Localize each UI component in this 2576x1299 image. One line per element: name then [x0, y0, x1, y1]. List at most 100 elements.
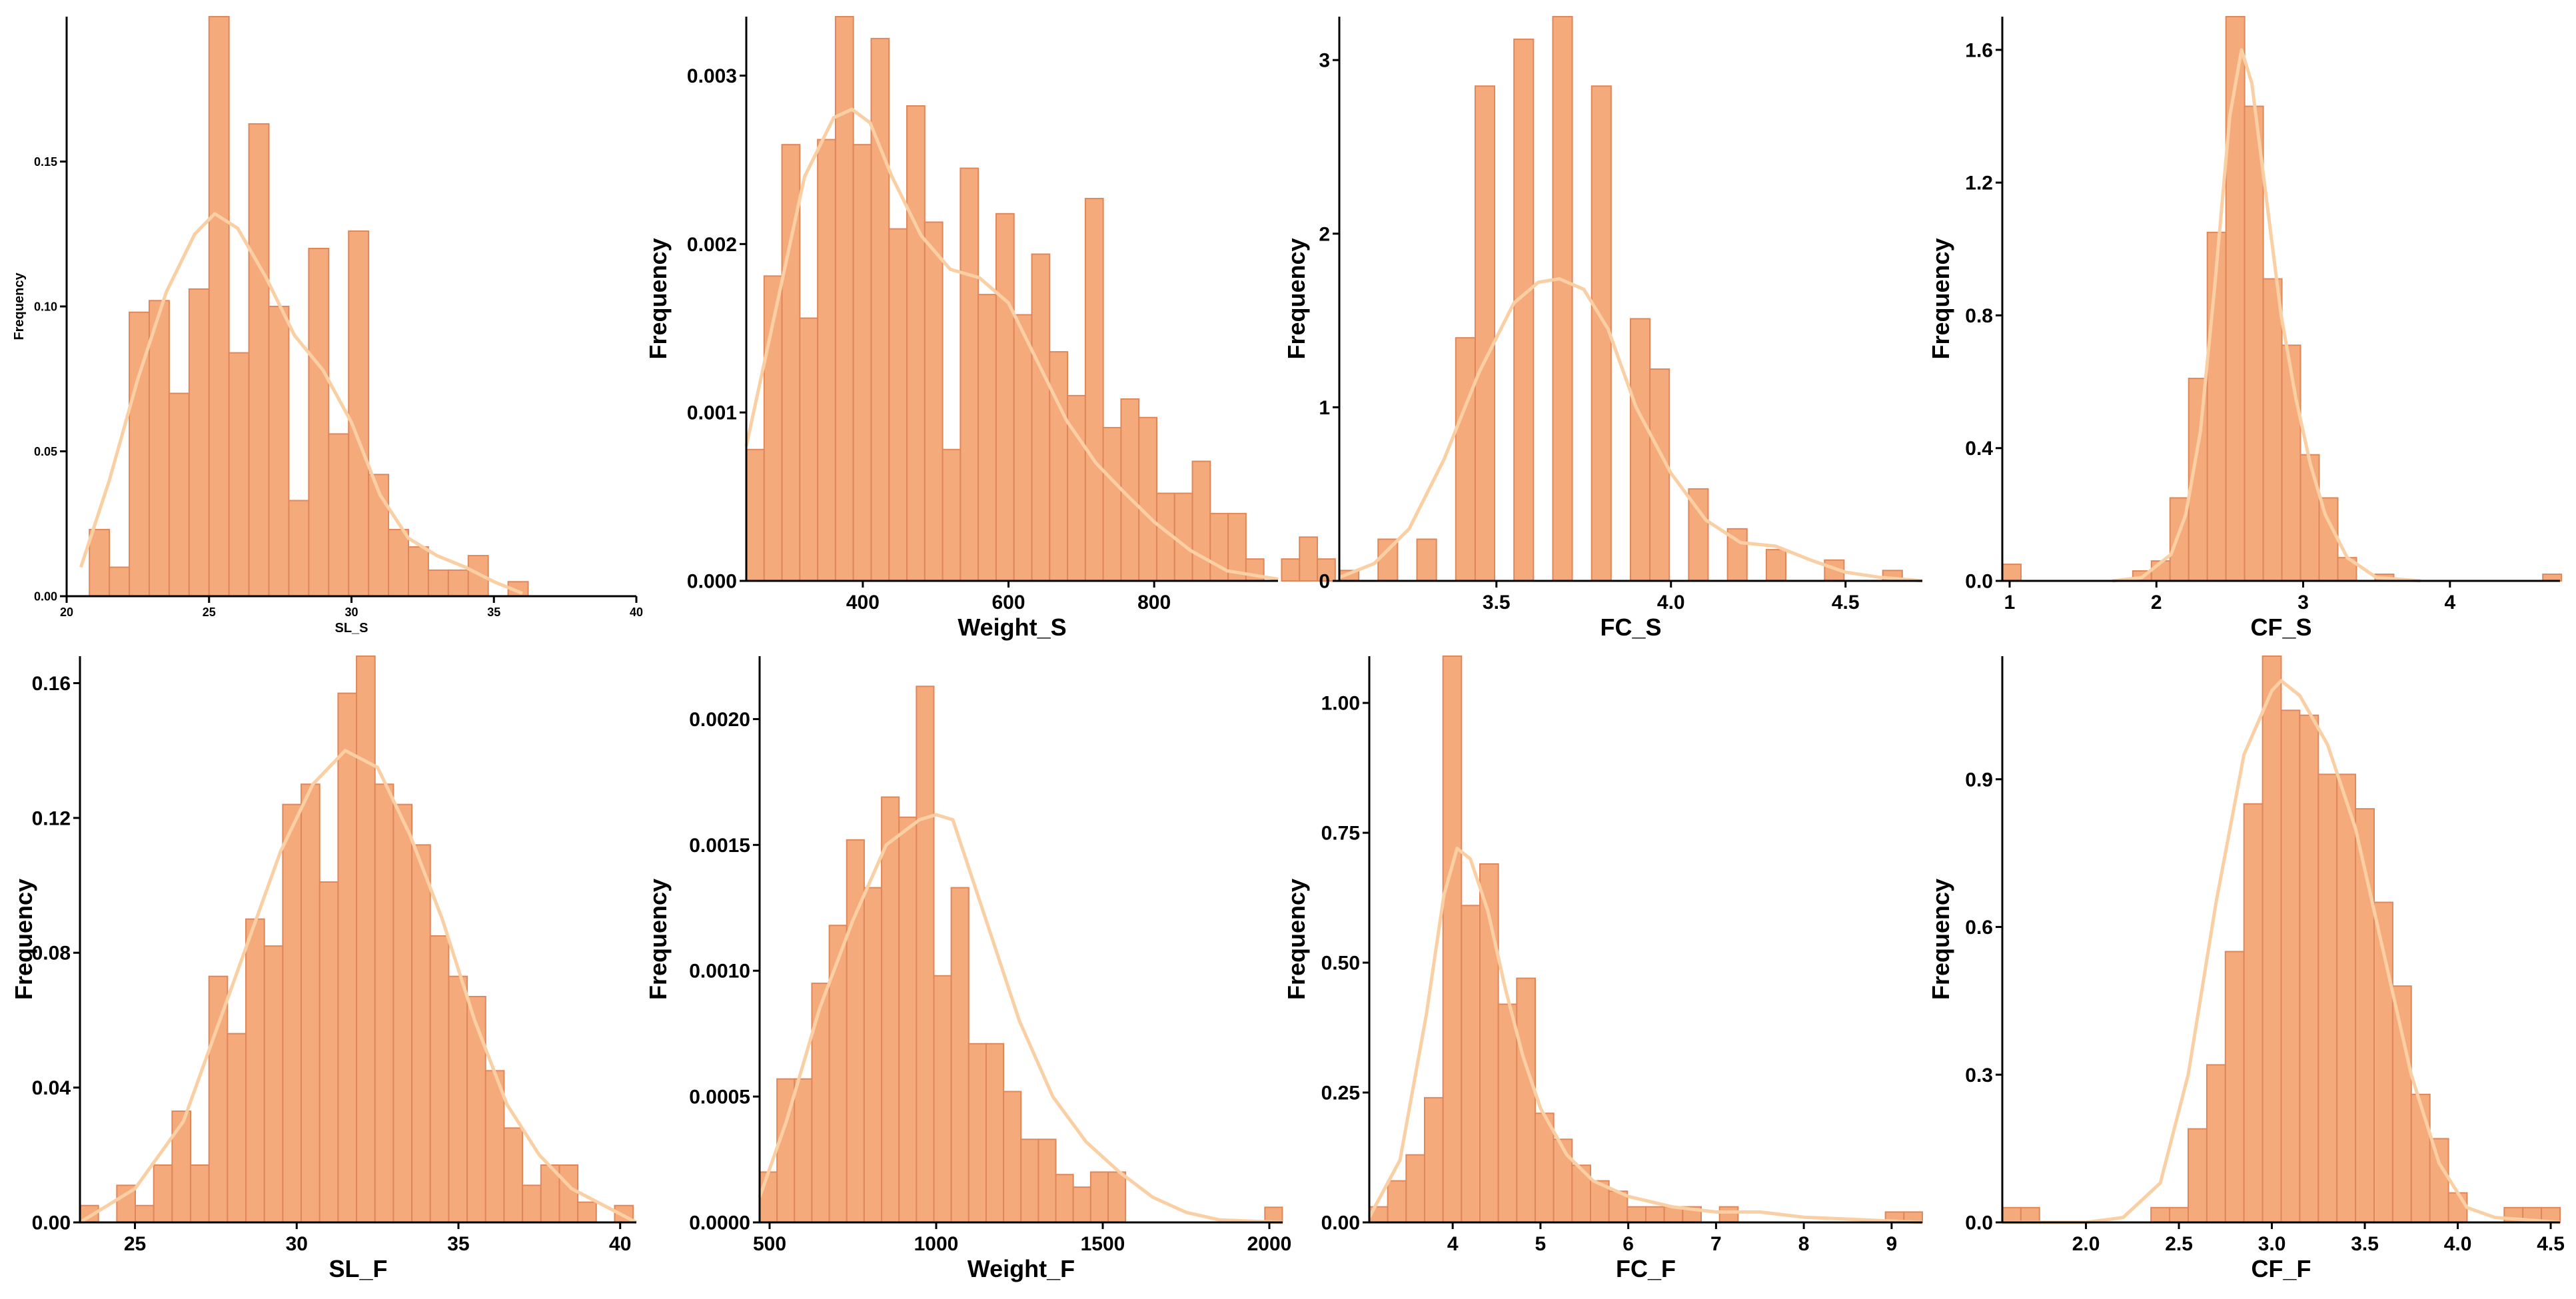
y-tick-label: 0.003	[687, 65, 737, 87]
histogram-panel-7: 4 5 6 7 8 9 0.00 0.25 0.50 0.75 1.00 FC_F Frequency	[1283, 655, 1923, 1282]
histogram-bar	[308, 248, 330, 597]
histogram-panel-1: 20 25 30 35 40 0.00 0.05 0.10 0.15 SL_S Frequency	[12, 16, 643, 636]
histogram-bar	[153, 1164, 173, 1223]
histogram-bar	[1387, 1180, 1407, 1223]
histogram-bar	[558, 1164, 579, 1223]
density-curve	[1367, 847, 1923, 1224]
histogram-bar	[863, 887, 883, 1223]
x-tick-label: 30	[286, 1233, 308, 1255]
density-curve	[2112, 48, 2421, 583]
histogram-bar	[282, 803, 303, 1223]
histogram-bar	[1003, 1090, 1022, 1223]
histogram-bar	[1649, 368, 1670, 582]
x-tick-label: 5	[1535, 1233, 1547, 1255]
x-tick-label: 500	[753, 1233, 786, 1255]
histogram-bar	[1497, 1003, 1518, 1223]
histogram-bar	[811, 983, 830, 1223]
histogram-bar	[522, 1184, 542, 1223]
histogram-bar	[148, 300, 170, 597]
histogram-bar	[411, 844, 431, 1224]
histogram-bar	[916, 685, 935, 1224]
x-tick-label: 30	[344, 606, 358, 619]
histogram-bar	[995, 213, 1015, 582]
x-axis-label: SL_S	[334, 621, 368, 636]
y-tick-label: 0.001	[687, 402, 737, 424]
histogram-bar	[1281, 558, 1301, 582]
x-tick-label: 1500	[1081, 1233, 1125, 1255]
x-tick-label: 3	[2297, 592, 2309, 614]
y-tick-label: 0.6	[1965, 917, 1993, 939]
density-curve	[79, 212, 523, 595]
histogram-bar	[2336, 773, 2357, 1224]
histogram-bar	[208, 975, 229, 1224]
x-tick-label: 35	[447, 1233, 469, 1255]
y-tick-label: 0.75	[1321, 823, 1360, 845]
x-tick-label: 9	[1886, 1233, 1898, 1255]
histogram-bar	[168, 392, 190, 597]
histogram-panel-6: 500 1000 1500 2000 0.0000 0.0005 0.0010 0.0015 0…	[644, 656, 1291, 1282]
histogram-bar	[924, 221, 944, 582]
histogram-bar	[429, 935, 450, 1223]
histogram-bar	[2206, 1064, 2226, 1224]
y-axis-label: Frequency	[10, 879, 37, 1000]
x-tick-label: 4.0	[2444, 1233, 2472, 1255]
y-tick-label: 1.6	[1965, 39, 1993, 61]
x-tick-label: 400	[846, 592, 880, 614]
histogram-bar	[2262, 278, 2283, 582]
x-tick-label: 7	[1710, 1233, 1722, 1255]
histogram-bar	[466, 996, 486, 1224]
histogram-bar	[1299, 536, 1319, 582]
histogram-bar	[2150, 1206, 2171, 1223]
histogram-bar	[1102, 426, 1122, 582]
histogram-panel-8: 2.0 2.5 3.0 3.5 4.0 4.5 0.0 0.3 0.6 0.9 CF_F Freque…	[1927, 655, 2565, 1282]
histogram-panel-5: 25 30 35 40 0.00 0.04 0.08 0.12 0.16 SL_F Frequenc…	[10, 655, 638, 1282]
histogram-bar	[1049, 351, 1069, 582]
y-axis-label: Frequency	[1283, 238, 1310, 359]
histogram-bar	[135, 1204, 155, 1224]
histogram-bar	[2224, 951, 2245, 1223]
histogram-bar	[1072, 1186, 1091, 1223]
histogram-bar	[960, 167, 979, 582]
y-tick-label: 0.10	[34, 300, 57, 313]
histogram-bar	[834, 16, 854, 582]
histogram-bar	[427, 569, 449, 597]
x-tick-label: 4.5	[1832, 592, 1860, 614]
histogram-bar	[1089, 1171, 1109, 1224]
histogram-bar	[392, 803, 413, 1223]
histogram-bar	[933, 975, 952, 1224]
histogram-bar	[1479, 863, 1499, 1223]
histogram-bar	[190, 1164, 210, 1223]
histogram-bar	[2020, 1206, 2040, 1223]
histogram-bar	[268, 306, 290, 597]
histogram-bar	[1424, 1096, 1444, 1223]
histogram-bar	[1013, 314, 1033, 582]
x-tick-label: 40	[630, 606, 643, 619]
histogram-bar	[1765, 549, 1787, 582]
x-tick-label: 1	[2004, 592, 2016, 614]
histogram-bar	[263, 945, 284, 1223]
histogram-bar	[1461, 905, 1481, 1223]
x-tick-label: 35	[487, 606, 500, 619]
x-axis-label: FC_S	[1600, 614, 1661, 641]
histogram-bar	[2318, 497, 2339, 582]
histogram-bar	[888, 228, 908, 582]
y-tick-label: 0.05	[34, 445, 57, 458]
x-axis-label: Weight_S	[958, 614, 1066, 641]
x-tick-label: 2.0	[2072, 1233, 2100, 1255]
histogram-bar	[1191, 460, 1211, 582]
y-axis-label: Frequency	[1927, 879, 1954, 1000]
x-tick-label: 4.5	[2537, 1233, 2565, 1255]
histogram-bar	[2299, 714, 2319, 1223]
histogram-bar	[906, 105, 926, 582]
histogram-bar	[447, 569, 469, 597]
density-curve	[79, 749, 638, 1224]
histogram-bar	[977, 294, 997, 582]
histogram-bar	[1442, 655, 1463, 1223]
histogram-bar	[208, 16, 230, 597]
histogram-bar	[2244, 105, 2264, 582]
histogram-bar	[2206, 231, 2227, 582]
y-tick-label: 1.2	[1965, 173, 1993, 195]
histogram-bar	[301, 783, 321, 1224]
histogram-bar	[1107, 1171, 1127, 1224]
